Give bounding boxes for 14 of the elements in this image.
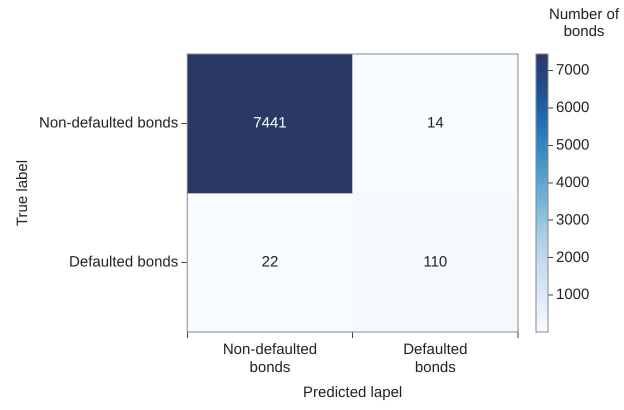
color-bar-label: 6000 — [556, 99, 590, 116]
color-bar-label: 5000 — [556, 136, 590, 154]
color-bar-label: 4000 — [556, 174, 590, 191]
color-bar-label: 7000 — [556, 62, 590, 79]
data-label: 14 — [426, 114, 444, 132]
data-label: 22 — [262, 254, 278, 271]
x-axis-title: Predicted lapel — [303, 384, 402, 402]
y-axis-title: True label — [14, 160, 32, 226]
color-bar-label: 2000 — [556, 248, 590, 266]
data-label: 110 — [423, 254, 448, 271]
color-bar-label: 1000 — [556, 286, 590, 304]
color-bar-title: Number of bonds — [548, 6, 620, 40]
color-bar-label: 3000 — [556, 211, 590, 228]
data-label: 7441 — [253, 114, 287, 132]
